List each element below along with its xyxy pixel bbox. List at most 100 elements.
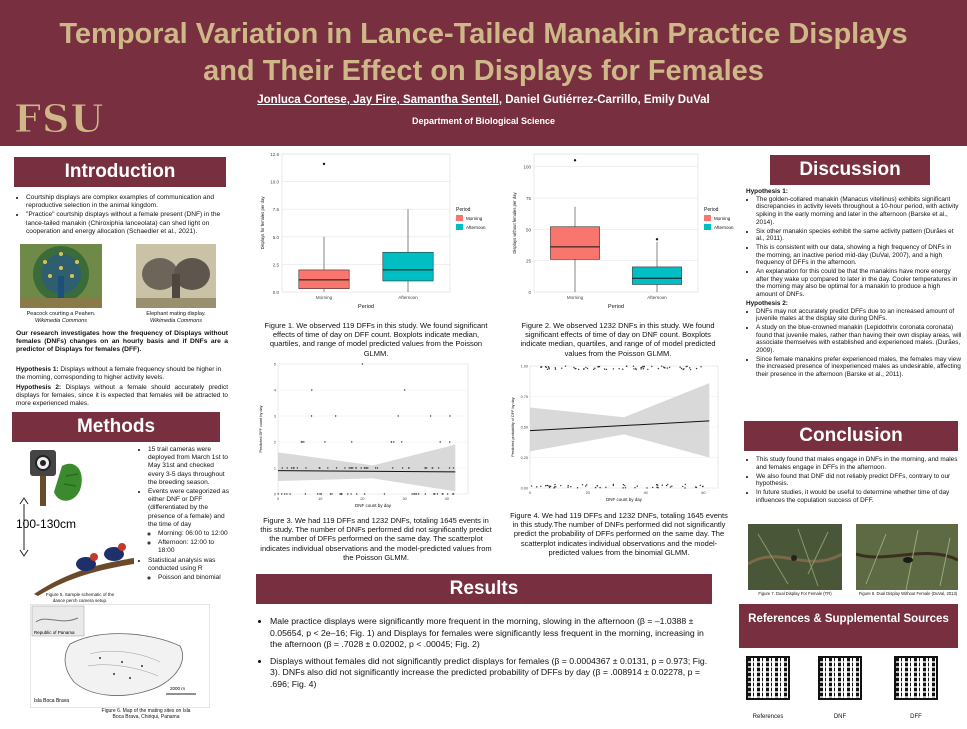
- observation-point: [549, 485, 551, 488]
- map-country-label: Republic of Panama: [34, 630, 75, 635]
- fig6-caption: Figure 6. Map of the mating sites on Isl…: [101, 708, 191, 720]
- observation-point: [305, 467, 307, 469]
- legend-label: Morning: [714, 216, 731, 221]
- x-axis-label: DNF count by day: [355, 503, 392, 508]
- discussion-bullet: Since female manakins prefer experienced…: [756, 356, 962, 379]
- observation-point: [360, 467, 362, 469]
- research-statement: Our research investigates how the freque…: [16, 330, 228, 354]
- discussion-bullet: An explanation for this could be that th…: [756, 268, 962, 299]
- fit-line: [277, 470, 456, 473]
- results-heading: Results: [256, 574, 712, 604]
- observation-point: [439, 441, 441, 443]
- observation-point: [449, 441, 451, 443]
- h1-label: Hypothesis 1:: [16, 366, 59, 373]
- observation-point: [348, 467, 350, 469]
- observation-point: [668, 366, 671, 368]
- intro-bullet: "Practice" courtship displays without a …: [26, 211, 228, 236]
- observation-point: [452, 493, 455, 495]
- x-tick-label: 0: [529, 491, 531, 495]
- observation-point: [289, 493, 291, 495]
- observation-point: [547, 366, 550, 368]
- discussion-body: Hypothesis 1: The golden-collared manaki…: [746, 188, 962, 380]
- observation-point: [684, 487, 686, 489]
- observation-point: [632, 365, 635, 367]
- methods-heading: Methods: [12, 412, 220, 442]
- observation-point: [544, 485, 547, 487]
- dnf-qr-code[interactable]: [818, 656, 862, 700]
- y-tick-label: 0.75: [521, 395, 528, 399]
- observation-point: [667, 483, 669, 486]
- h1-text: Displays without a female frequency shou…: [16, 366, 222, 381]
- observation-point: [555, 486, 557, 488]
- y-tick-label: 5: [274, 363, 276, 367]
- fig4-caption: Figure 4. We had 119 DFFs and 1232 DNFs,…: [510, 511, 728, 557]
- observation-point: [594, 486, 597, 489]
- observation-point: [592, 368, 595, 371]
- observation-point: [429, 415, 432, 417]
- observation-point: [583, 368, 585, 370]
- x-axis-label: Period: [608, 304, 624, 310]
- observation-point: [350, 493, 352, 495]
- observation-point: [646, 487, 648, 489]
- conclusion-bullet: We also found that DNF did not reliably …: [756, 473, 960, 489]
- observation-point: [339, 493, 341, 495]
- observation-point: [586, 367, 589, 370]
- observation-point: [347, 493, 349, 495]
- observation-point: [661, 484, 664, 486]
- y-tick-label: 3: [274, 415, 276, 419]
- elephant-photo: [136, 244, 216, 308]
- observation-point: [618, 367, 620, 370]
- observation-point: [585, 366, 587, 369]
- observation-point: [334, 415, 337, 417]
- dff-qr-code[interactable]: [894, 656, 938, 700]
- observation-point: [575, 367, 577, 370]
- qr-label-references: References: [752, 714, 784, 720]
- box: [298, 269, 350, 289]
- observation-point: [281, 493, 283, 495]
- x-axis-label: DNF count by day: [606, 497, 643, 502]
- authors-rest: , Daniel Gutiérrez-Carrillo, Emily DuVal: [498, 94, 710, 106]
- observation-point: [415, 493, 418, 495]
- observation-point: [635, 368, 637, 371]
- elephant-caption-text: Elephant mating display.: [146, 311, 206, 317]
- observation-point: [281, 467, 283, 469]
- references-qr-code[interactable]: [746, 656, 790, 700]
- conclusion-bullet: This study found that males engage in DN…: [756, 456, 960, 472]
- observation-point: [401, 467, 404, 469]
- observation-point: [669, 486, 672, 488]
- observation-point: [553, 486, 556, 488]
- observation-point: [700, 366, 702, 368]
- observation-point: [651, 365, 653, 368]
- observation-point: [283, 493, 286, 495]
- observation-point: [417, 493, 420, 495]
- legend-label: Afternoon: [714, 225, 734, 230]
- observation-point: [363, 493, 366, 495]
- observation-point: [567, 486, 569, 488]
- observation-point: [603, 368, 606, 370]
- observation-point: [554, 483, 556, 486]
- box: [632, 266, 682, 285]
- legend-label: Morning: [466, 216, 483, 221]
- observation-point: [277, 493, 279, 495]
- x-tick-label: 20: [586, 491, 590, 495]
- y-axis-label: Displays without females per day: [512, 191, 517, 253]
- observation-point: [437, 467, 440, 469]
- intro-heading: Introduction: [14, 157, 226, 187]
- height-label: 100-130cm: [16, 517, 76, 531]
- peacock-source: Wikimedia Commons: [35, 317, 87, 324]
- observation-point: [390, 441, 393, 443]
- x-tick-label: Afternoon: [398, 295, 418, 300]
- dual-display-female-photo: [748, 524, 842, 590]
- observation-point: [567, 484, 569, 487]
- peacock-caption-text: Peacock courting a Peahen.: [26, 311, 96, 317]
- figure-3-scatterplot: 0 1 2 3 4 5 0 10 20 30 40 DNF count by day Predicted…: [256, 360, 474, 512]
- observation-point: [374, 467, 377, 469]
- intro-bullets: Courtship displays are complex examples …: [16, 194, 228, 237]
- x-tick-label: 30: [403, 497, 407, 501]
- outlier-point: [573, 159, 577, 162]
- observation-point: [546, 368, 549, 371]
- observation-point: [331, 493, 333, 495]
- observation-point: [363, 467, 366, 469]
- methods-bullet: Statistical analysis was conducted using…: [148, 557, 230, 573]
- observation-point: [411, 493, 413, 495]
